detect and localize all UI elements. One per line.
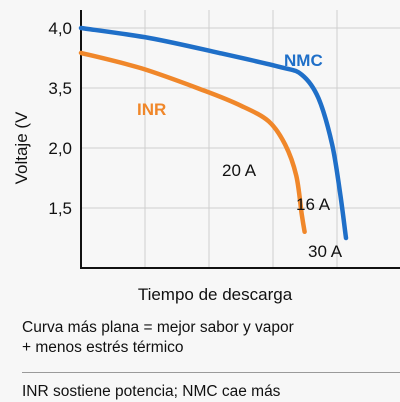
series-line-inr: [78, 50, 307, 235]
divider: [22, 372, 400, 373]
y-tick-label: 4,0: [48, 19, 72, 38]
y-tick-labels: 4,0 3,5 2,0 1,5: [48, 19, 72, 218]
x-axis-label: Tiempo de descarga: [138, 285, 293, 304]
series-label-nmc: NMC: [284, 51, 323, 70]
caption-footer: INR sostiene potencia; NMC cae más: [22, 382, 392, 402]
y-tick-label: 1,5: [48, 199, 72, 218]
current-label-16a: 16 A: [296, 195, 331, 214]
caption-line-2: + menos estrés térmico: [22, 339, 184, 356]
grid: [80, 10, 400, 268]
y-tick-label: 2,0: [48, 139, 72, 158]
current-label-30a: 30 A: [308, 242, 343, 261]
caption-line-1: Curva más plana = mejor sabor y vapor: [22, 319, 294, 336]
series-label-inr: INR: [137, 100, 166, 119]
y-tick-label: 3,5: [48, 79, 72, 98]
y-axis-label: Voltaje (V: [12, 111, 31, 184]
current-label-20a: 20 A: [222, 161, 257, 180]
caption-line-3: INR sostiene potencia; NMC cae más: [22, 383, 281, 400]
discharge-chart: 4,0 3,5 2,0 1,5 Voltaje (V Tiempo de des…: [12, 10, 400, 304]
series-line-nmc: [78, 25, 349, 241]
caption-block: Curva más plana = mejor sabor y vapor + …: [22, 318, 392, 358]
